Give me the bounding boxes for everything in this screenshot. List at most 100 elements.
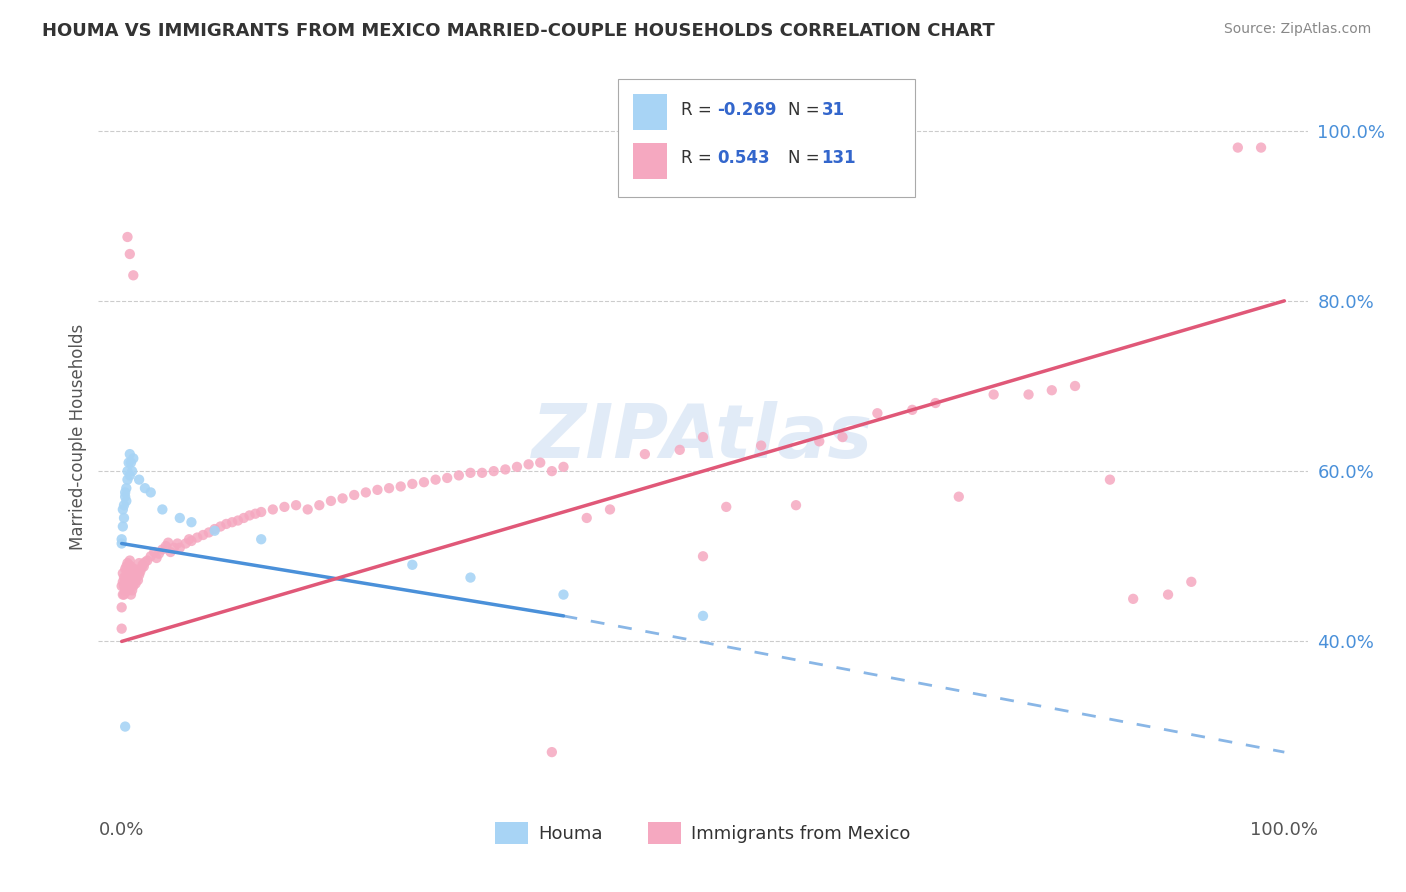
- Point: [1040, 384, 1063, 398]
- Point: [134, 555, 156, 569]
- Point: [111, 622, 134, 636]
- Point: [131, 558, 153, 572]
- Point: [599, 502, 621, 516]
- Point: [117, 574, 139, 589]
- Point: [118, 558, 141, 572]
- Point: [155, 539, 177, 553]
- Point: [132, 559, 155, 574]
- Point: [114, 490, 136, 504]
- Point: [169, 541, 191, 555]
- Point: [150, 502, 173, 516]
- Point: [115, 571, 138, 585]
- Point: [112, 588, 135, 602]
- Point: [343, 488, 366, 502]
- Point: [204, 524, 226, 538]
- Point: [785, 498, 807, 512]
- Point: [111, 579, 134, 593]
- Point: [115, 559, 138, 574]
- Point: [250, 505, 273, 519]
- Point: [124, 574, 146, 589]
- Point: [125, 571, 148, 585]
- Point: [163, 541, 186, 555]
- Point: [114, 485, 136, 500]
- Text: HOUMA VS IMMIGRANTS FROM MEXICO MARRIED-COUPLE HOUSEHOLDS CORRELATION CHART: HOUMA VS IMMIGRANTS FROM MEXICO MARRIED-…: [42, 22, 995, 40]
- Point: [245, 507, 267, 521]
- Point: [111, 502, 134, 516]
- Point: [120, 559, 142, 574]
- Point: [354, 485, 377, 500]
- Point: [128, 556, 150, 570]
- Point: [145, 551, 167, 566]
- Point: [239, 508, 262, 523]
- Bar: [633, 143, 666, 178]
- Point: [122, 451, 145, 466]
- Point: [692, 608, 714, 623]
- Text: ZIPAtlas: ZIPAtlas: [533, 401, 873, 474]
- Point: [122, 268, 145, 283]
- Point: [948, 490, 970, 504]
- Point: [114, 583, 136, 598]
- Point: [1250, 140, 1272, 154]
- Point: [166, 536, 188, 550]
- Point: [226, 514, 249, 528]
- Point: [540, 464, 562, 478]
- Point: [319, 494, 342, 508]
- Point: [179, 533, 201, 547]
- Point: [131, 561, 153, 575]
- Text: R =: R =: [682, 149, 717, 168]
- Point: [115, 579, 138, 593]
- Text: -0.269: -0.269: [717, 102, 778, 120]
- Point: [114, 574, 136, 589]
- Point: [118, 568, 141, 582]
- Point: [808, 434, 831, 449]
- Point: [634, 447, 657, 461]
- Point: [117, 464, 139, 478]
- Y-axis label: Married-couple Households: Married-couple Households: [69, 324, 87, 550]
- Point: [115, 481, 138, 495]
- Point: [389, 479, 412, 493]
- Point: [129, 565, 152, 579]
- Point: [460, 466, 482, 480]
- Point: [529, 456, 551, 470]
- Point: [209, 519, 232, 533]
- Point: [174, 536, 197, 550]
- Point: [120, 588, 142, 602]
- Point: [285, 498, 308, 512]
- Point: [250, 533, 273, 547]
- Point: [221, 515, 243, 529]
- Point: [1018, 387, 1040, 401]
- Point: [1157, 588, 1180, 602]
- Point: [114, 720, 136, 734]
- Point: [143, 545, 166, 559]
- Point: [413, 475, 436, 490]
- Text: R =: R =: [682, 102, 717, 120]
- Point: [1098, 473, 1121, 487]
- Point: [692, 549, 714, 564]
- Point: [112, 498, 135, 512]
- Point: [436, 471, 458, 485]
- Point: [1064, 379, 1087, 393]
- Point: [117, 556, 139, 570]
- Point: [118, 583, 141, 598]
- Point: [128, 473, 150, 487]
- Point: [366, 483, 388, 497]
- Point: [378, 481, 401, 495]
- Point: [121, 571, 143, 585]
- Text: 131: 131: [821, 149, 856, 168]
- Point: [121, 464, 143, 478]
- Point: [121, 583, 143, 598]
- Point: [157, 535, 180, 549]
- Point: [447, 468, 470, 483]
- Point: [124, 565, 146, 579]
- Point: [117, 566, 139, 581]
- Point: [482, 464, 505, 478]
- Point: [118, 447, 141, 461]
- Point: [117, 230, 139, 244]
- Text: 0.543: 0.543: [717, 149, 770, 168]
- Point: [139, 549, 162, 564]
- Point: [111, 588, 134, 602]
- Point: [716, 500, 738, 514]
- Point: [262, 502, 284, 516]
- Point: [118, 553, 141, 567]
- Point: [124, 562, 146, 576]
